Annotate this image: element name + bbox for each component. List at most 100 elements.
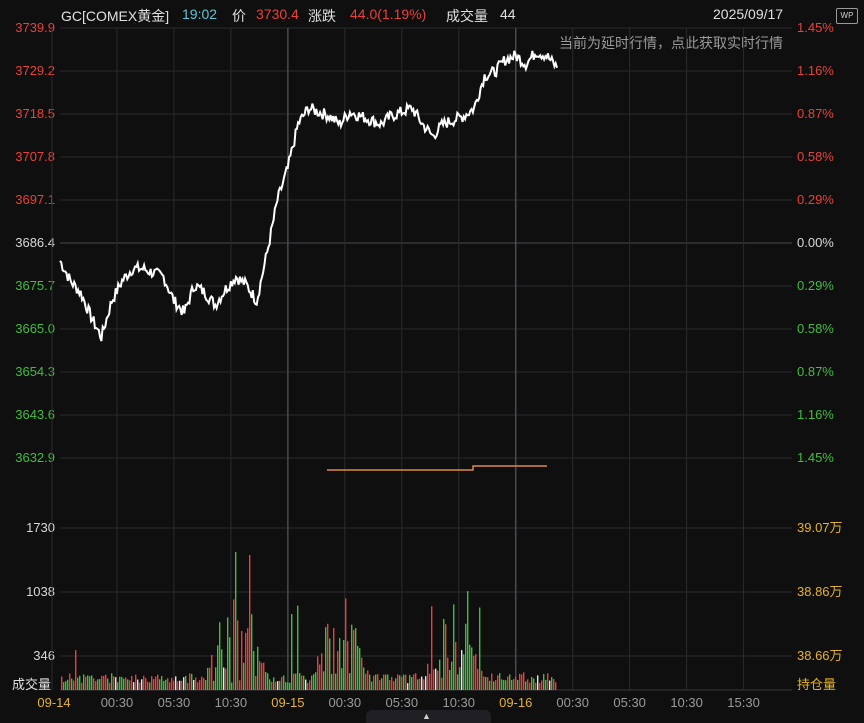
volume-bar — [371, 681, 373, 690]
volume-bar — [427, 663, 429, 690]
percent-tick-label: 0.58% — [797, 149, 834, 164]
price-tick-label: 3643.6 — [15, 407, 55, 422]
price-line — [59, 50, 558, 342]
x-tick-label: 00:30 — [101, 695, 134, 710]
volume-bar — [91, 675, 93, 690]
volume-bar — [75, 650, 77, 690]
symbol-label[interactable]: GC[COMEX黄金] — [61, 8, 170, 24]
volume-bar — [287, 682, 289, 690]
volume-bar — [279, 680, 281, 690]
volume-bar — [237, 620, 239, 690]
volume-bar — [163, 680, 165, 690]
change-value: 44.0(1.19%) — [350, 6, 427, 22]
volume-bar — [503, 679, 505, 690]
percent-tick-label: 0.29% — [797, 192, 834, 207]
volume-bar — [97, 679, 99, 690]
volume-bar — [355, 628, 357, 690]
volume-bar — [547, 673, 549, 690]
x-tick-label: 05:30 — [158, 695, 191, 710]
volume-bar — [387, 674, 389, 690]
x-tick-label: 00:30 — [329, 695, 362, 710]
volume-bar — [111, 673, 113, 690]
oi-tick-label: 38.86万 — [797, 584, 843, 599]
volume-bar — [525, 681, 527, 690]
volume-bar — [553, 679, 555, 690]
volume-bar — [179, 680, 181, 690]
volume-bar — [251, 614, 253, 690]
volume-bar — [447, 657, 449, 690]
volume-bar — [253, 650, 255, 690]
volume-bar — [509, 674, 511, 690]
volume-bar — [515, 676, 517, 690]
volume-bar — [117, 682, 119, 690]
volume-bar — [363, 667, 365, 690]
quote-header: GC[COMEX黄金] 19:02 价 3730.4 涨跌 44.0(1.19%… — [0, 0, 864, 28]
volume-bar — [549, 680, 551, 690]
volume-bar — [243, 662, 245, 690]
volume-bar — [203, 678, 205, 690]
x-tick-label: 09-16 — [499, 695, 532, 710]
volume-bar — [259, 661, 261, 690]
percent-tick-label: 0.29% — [797, 278, 834, 293]
delayed-quote-notice[interactable]: 当前为延时行情，点此获取实时行情 — [559, 35, 783, 51]
volume-tick-label: 346 — [33, 648, 55, 663]
volume-bar — [395, 678, 397, 690]
volume-bar — [497, 675, 499, 690]
volume-bar — [535, 682, 537, 690]
volume-bar — [303, 675, 305, 690]
volume-bar — [125, 677, 127, 690]
volume-bar — [209, 667, 211, 690]
volume-bar — [87, 675, 89, 690]
volume-bar — [71, 678, 73, 690]
volume-bar — [443, 618, 445, 690]
volume-bar — [147, 681, 149, 690]
oi-tick-label: 38.66万 — [797, 648, 843, 663]
volume-bar — [155, 676, 157, 690]
panel-handle[interactable]: ▲ — [366, 710, 491, 723]
volume-bar — [481, 670, 483, 690]
x-tick-label: 15:30 — [727, 695, 760, 710]
volume-bar — [277, 681, 279, 690]
volume-bar — [491, 673, 493, 690]
volume-bar — [297, 605, 299, 690]
percent-tick-label: 0.00% — [797, 235, 834, 250]
percent-tick-label: 1.16% — [797, 407, 834, 422]
volume-bar — [505, 680, 507, 690]
volume-bar — [83, 674, 85, 690]
volume-bar — [79, 675, 81, 690]
volume-bar — [327, 623, 329, 690]
volume-bar — [415, 673, 417, 690]
volume-bar — [357, 645, 359, 690]
volume-bar — [483, 676, 485, 690]
volume-bar — [489, 680, 491, 690]
volume-bar — [339, 638, 341, 690]
volume-bar — [323, 671, 325, 690]
volume-bar — [513, 678, 515, 690]
volume-bar — [445, 624, 447, 690]
volume-bar — [541, 680, 543, 690]
volume-axis-label: 成交量 — [12, 677, 51, 692]
x-tick-label: 10:30 — [215, 695, 248, 710]
volume-bar — [133, 682, 135, 690]
volume-bar — [187, 682, 189, 690]
price-tick-label: 3707.8 — [15, 149, 55, 164]
volume-bar — [189, 673, 191, 690]
volume-bar — [359, 648, 361, 690]
volume-bar — [537, 675, 539, 690]
volume-bar — [459, 667, 461, 690]
x-tick-label: 09-14 — [37, 695, 70, 710]
volume-bar — [123, 678, 125, 690]
volume-bar — [333, 627, 335, 690]
volume-bar — [211, 654, 213, 690]
price-tick-label: 3675.7 — [15, 278, 55, 293]
volume-bar — [263, 662, 265, 690]
wp-icon[interactable]: WP — [836, 8, 858, 24]
price-tick-label: 3739.9 — [15, 20, 55, 35]
volume-bar — [379, 680, 381, 690]
volume-bar — [315, 672, 317, 690]
volume-bar — [239, 680, 241, 690]
volume-bar — [185, 675, 187, 690]
volume-bar — [131, 675, 133, 690]
volume-bar — [95, 681, 97, 690]
